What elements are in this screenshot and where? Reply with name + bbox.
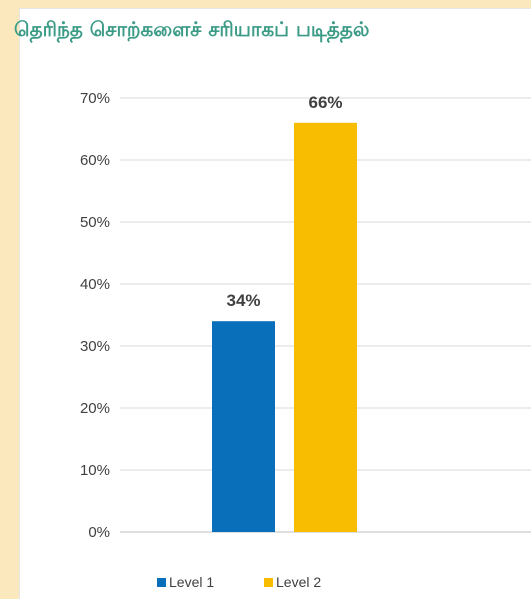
legend-swatch [264, 578, 273, 587]
bars [212, 122, 357, 533]
bar-level-2 [294, 122, 357, 533]
data-labels: 34% 66% [226, 93, 342, 310]
y-tick-label: 50% [80, 214, 110, 231]
legend-label: Level 2 [276, 574, 321, 590]
bar-level-1 [212, 321, 275, 532]
y-tick-label: 30% [80, 338, 110, 355]
y-tick-label: 70% [80, 90, 110, 107]
y-axis-tick-labels: 0% 10% 20% 30% 40% 50% 60% 70% [80, 90, 110, 541]
legend-label: Level 1 [169, 574, 214, 590]
legend-item-level-1: Level 1 [157, 574, 214, 590]
y-tick-label: 0% [88, 524, 110, 541]
legend: Level 1 Level 2 [157, 574, 321, 590]
data-label: 66% [308, 93, 342, 112]
legend-swatch [157, 578, 166, 587]
y-tick-label: 40% [80, 276, 110, 293]
legend-item-level-2: Level 2 [264, 574, 321, 590]
y-tick-label: 20% [80, 400, 110, 417]
y-tick-label: 10% [80, 462, 110, 479]
data-label: 34% [226, 291, 260, 310]
chart-title: தெரிந்த சொற்களைச் சரியாகப் படித்தல் [14, 17, 370, 41]
y-tick-label: 60% [80, 152, 110, 169]
